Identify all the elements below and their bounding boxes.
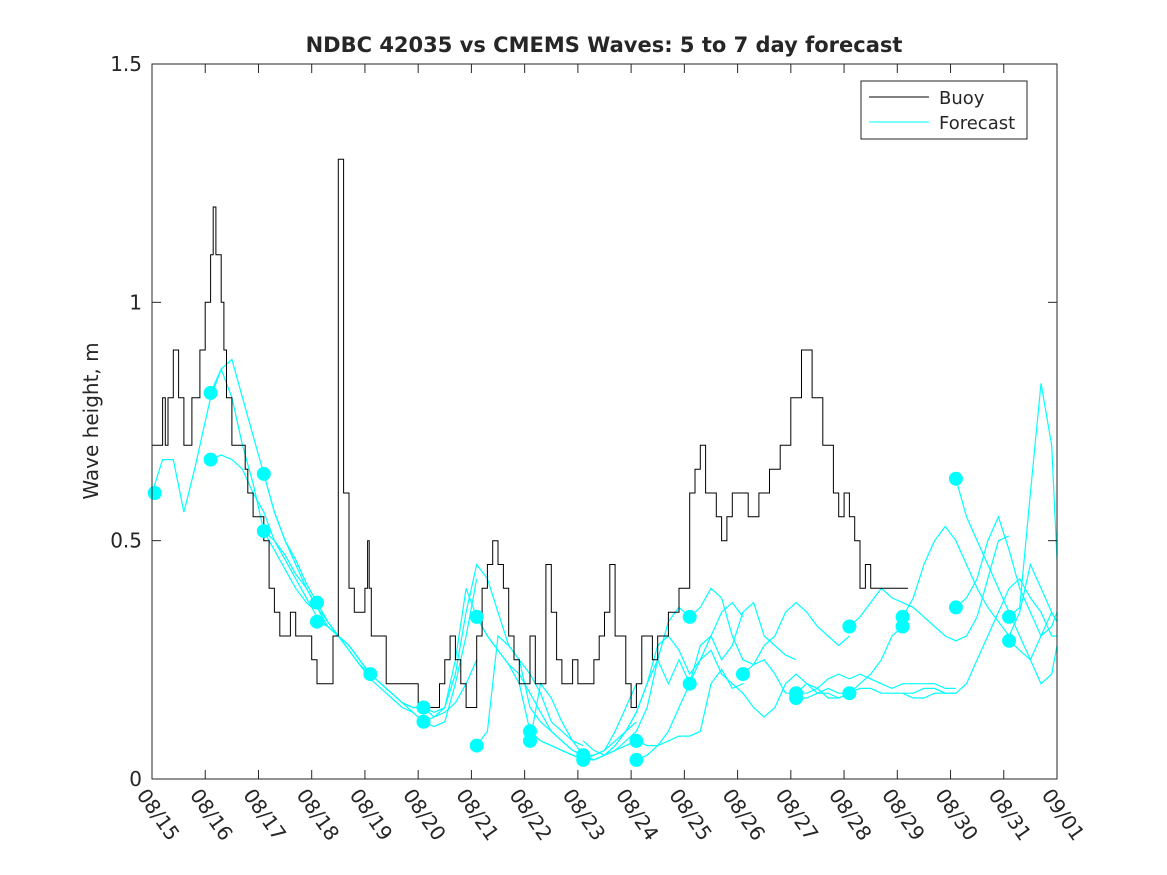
forecast-line-26	[1008, 383, 1058, 618]
forecast-start-marker	[203, 452, 218, 467]
y-tick-label: 1.5	[110, 52, 142, 76]
forecast-start-marker	[842, 619, 857, 634]
marker-layer	[147, 385, 1017, 767]
y-tick-label: 0	[129, 767, 142, 791]
forecast-line-4	[263, 530, 424, 723]
forecast-start-marker	[735, 667, 750, 682]
forecast-start-marker	[256, 524, 271, 539]
forecast-start-marker	[363, 667, 378, 682]
forecast-start-marker	[682, 609, 697, 624]
forecast-line-10	[476, 634, 637, 756]
y-axis-label: Wave height, m	[79, 342, 103, 499]
forecast-line-14	[582, 668, 744, 756]
forecast-start-marker	[789, 691, 804, 705]
forecast-line-18	[742, 626, 904, 699]
forecast-start-marker	[682, 676, 697, 691]
forecast-start-marker	[895, 619, 910, 634]
forecast-start-marker	[1002, 633, 1017, 648]
forecast-start-marker	[842, 686, 857, 701]
forecast-line-13	[582, 601, 744, 761]
forecast-line-20	[796, 687, 956, 699]
legend-forecast-label: Forecast	[939, 113, 1015, 134]
forecast-start-marker	[310, 595, 324, 610]
y-tick-label: 1	[129, 290, 142, 314]
forecast-start-marker	[256, 466, 271, 481]
legend-buoy-label: Buoy	[939, 88, 985, 109]
chart-title: NDBC 42035 vs CMEMS Waves: 5 to 7 day fo…	[306, 33, 903, 57]
forecast-start-marker	[147, 486, 162, 500]
forecast-line-19	[796, 673, 956, 694]
forecast-start-marker	[416, 714, 431, 729]
forecast-start-marker	[948, 471, 963, 486]
forecast-start-marker	[895, 609, 910, 624]
forecast-start-marker	[523, 724, 537, 739]
forecast-line-22	[902, 577, 1057, 694]
forecast-line-6	[316, 578, 478, 728]
forecast-start-marker	[948, 600, 963, 615]
axes-box	[151, 63, 1058, 780]
forecast-line-7	[423, 563, 584, 747]
forecast-start-marker	[629, 733, 644, 748]
forecast-start-marker	[1002, 609, 1017, 624]
forecast-start-marker	[576, 752, 591, 767]
forecast-start-marker	[629, 752, 644, 767]
series-layer	[151, 158, 1058, 761]
forecast-start-marker	[203, 385, 218, 400]
forecast-line-25	[955, 515, 1058, 637]
forecast-line-16	[689, 587, 850, 666]
forecast-start-marker	[416, 700, 431, 715]
legend: Buoy Forecast	[860, 80, 1028, 140]
forecast-start-marker	[310, 614, 324, 629]
legend-box	[860, 80, 1028, 140]
forecast-start-marker	[469, 609, 484, 624]
buoy-line	[152, 158, 908, 708]
forecast-start-marker	[469, 738, 484, 753]
plot-area	[152, 64, 1057, 779]
forecast-start-marker	[523, 733, 537, 748]
forecast-line-23	[902, 525, 1058, 638]
y-tick-label: 0.5	[110, 529, 142, 553]
forecast-line-27	[1008, 610, 1058, 661]
